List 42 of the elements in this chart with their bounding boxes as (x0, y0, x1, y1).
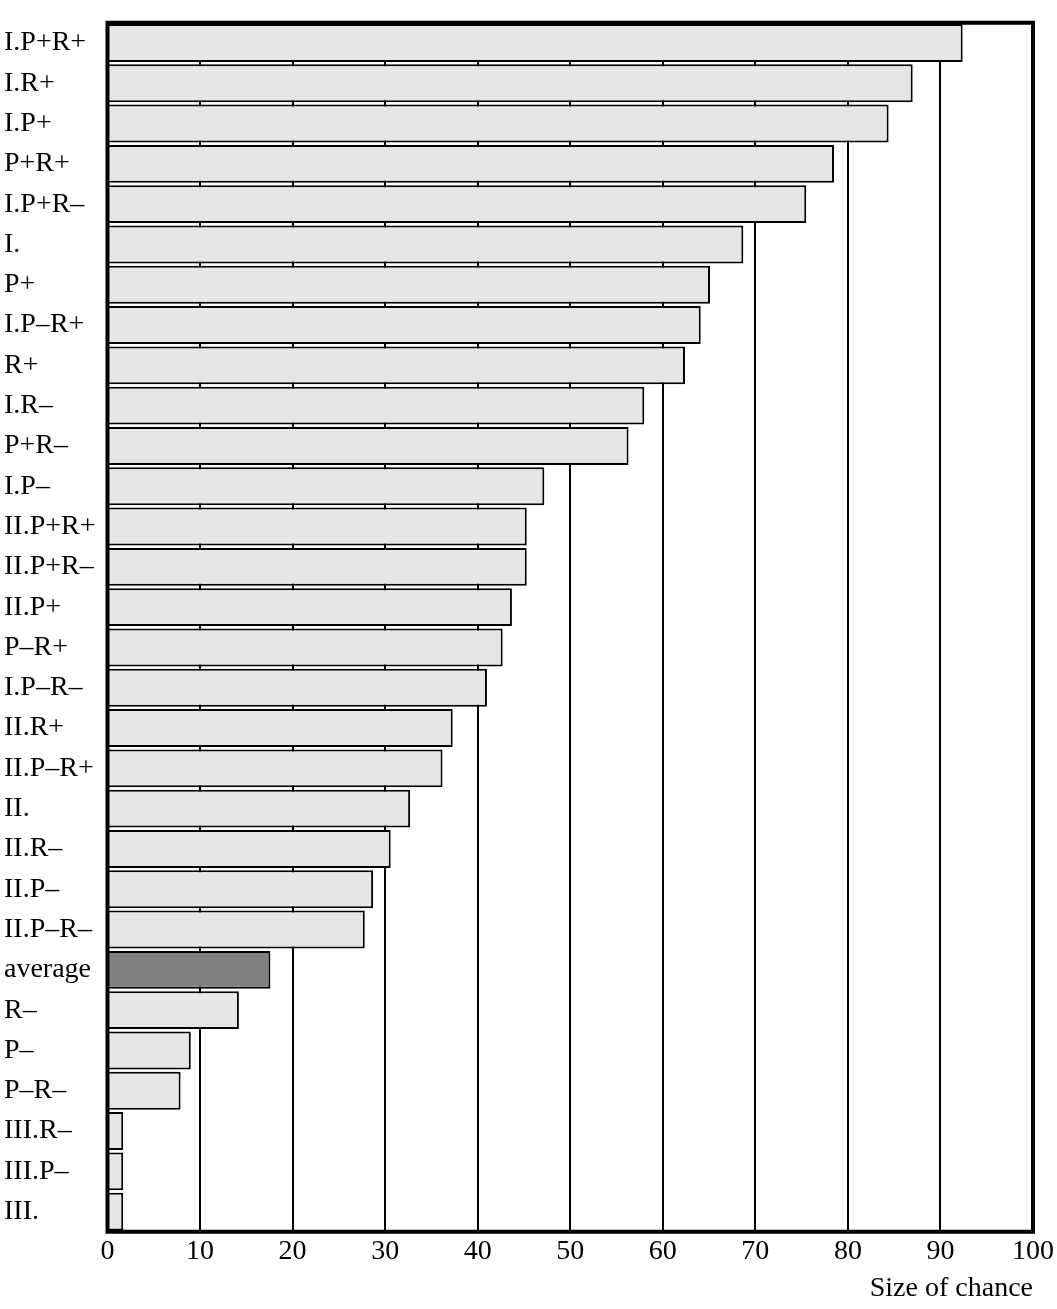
y-tick-label: R+ (4, 347, 39, 379)
y-tick-label: I.P–R+ (4, 307, 85, 339)
y-tick-label: II.P+ (4, 589, 62, 621)
x-tick-label: 90 (926, 1233, 955, 1265)
y-tick-label: III. (4, 1194, 39, 1226)
x-tick-label: 50 (556, 1233, 585, 1265)
y-tick-label: P+R+ (4, 146, 70, 178)
y-tick-label: R– (4, 992, 38, 1024)
x-tick-label: 70 (741, 1233, 770, 1265)
y-tick-label: P–R+ (4, 629, 69, 661)
x-tick-label: 20 (278, 1233, 307, 1265)
y-tick-label: II.P–R+ (4, 750, 94, 782)
y-tick-label: P+ (4, 267, 36, 299)
y-tick-label: average (4, 952, 92, 984)
y-tick-label: II.R+ (4, 710, 65, 742)
x-axis-title: Size of chance (869, 1270, 1033, 1302)
y-tick-label: I.P–R– (4, 670, 84, 702)
y-tick-label: II.P+R+ (4, 508, 96, 540)
y-tick-label: I.P– (4, 468, 51, 500)
x-tick-label: 40 (463, 1233, 492, 1265)
y-tick-label: III.R– (4, 1113, 73, 1145)
x-tick-label: 30 (371, 1233, 400, 1265)
y-tick-label: P– (4, 1032, 35, 1064)
y-tick-label: I.P+R+ (4, 25, 87, 57)
y-tick-label: II.P–R– (4, 911, 93, 943)
y-tick-label: I.R+ (4, 65, 55, 97)
y-tick-label: II.P+R– (4, 549, 95, 581)
x-tick-label: 60 (648, 1233, 677, 1265)
y-tick-label: I. (4, 226, 21, 258)
y-tick-label: P–R– (4, 1073, 68, 1105)
y-tick-label: P+R– (4, 428, 70, 460)
x-tick-label: 100 (1012, 1233, 1054, 1265)
y-tick-label: III.P– (4, 1153, 70, 1185)
y-tick-label: I.P+ (4, 105, 52, 137)
y-tick-label: II. (4, 791, 30, 823)
y-tick-label: I.R– (4, 388, 54, 420)
x-tick-label: 0 (100, 1233, 115, 1265)
y-tick-label: I.P+R– (4, 186, 86, 218)
y-tick-label: II.R– (4, 831, 64, 863)
x-tick-label: 80 (833, 1233, 862, 1265)
y-tick-label: II.P– (4, 871, 61, 903)
x-tick-label: 10 (186, 1233, 215, 1265)
